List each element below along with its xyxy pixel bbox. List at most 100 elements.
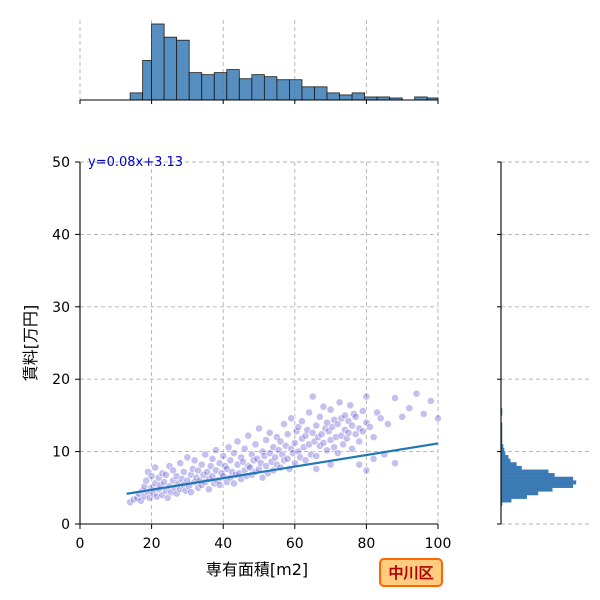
scatter-point — [326, 405, 335, 414]
y-tick-label: 0 — [61, 517, 70, 533]
scatter-point — [276, 437, 285, 446]
scatter-point — [187, 488, 195, 497]
scatter-point — [346, 401, 355, 410]
x-hist-bar — [188, 72, 203, 101]
scatter-point — [142, 476, 151, 485]
x-hist-bar — [289, 79, 303, 101]
scatter-point — [226, 456, 235, 465]
scatter-point — [151, 463, 160, 472]
scatter-point — [212, 446, 220, 455]
scatter-point — [358, 407, 367, 415]
x-hist-bar — [201, 74, 215, 101]
scatter-point — [333, 449, 342, 457]
scatter-point — [224, 443, 233, 452]
x-hist-bar — [163, 36, 178, 101]
scatter-point — [176, 459, 185, 468]
y-hist-bar — [500, 494, 527, 499]
scatter-point — [315, 412, 324, 421]
scatter-point — [301, 456, 310, 465]
x-tick-label: 0 — [76, 536, 85, 552]
scatter-point — [341, 411, 349, 420]
y-hist-bar — [500, 465, 522, 470]
scatter-point — [335, 398, 344, 407]
scatter-point — [391, 394, 399, 402]
scatter-point — [283, 430, 292, 439]
x-hist-bar — [314, 86, 328, 101]
y-hist-bar — [500, 458, 511, 463]
scatter-point — [292, 427, 301, 436]
scatter-point — [419, 410, 428, 418]
x-hist-bar — [226, 69, 240, 101]
y-tick-label: 10 — [52, 445, 70, 461]
scatter-point — [348, 444, 356, 453]
scatter-point — [255, 424, 263, 433]
tick-labels: 0 20 40 60 80 100 0 10 20 30 40 50 — [52, 155, 451, 552]
scatter-point — [230, 479, 238, 488]
scatter-point — [348, 421, 356, 430]
scatter-point — [265, 449, 274, 457]
scatter-point — [219, 452, 228, 460]
scatter-point — [258, 473, 267, 482]
scatter-point — [301, 431, 310, 440]
district-badge: 中川区 — [379, 558, 443, 587]
scatter-point — [362, 392, 371, 401]
scatter-point — [147, 472, 156, 481]
scatter-point — [190, 456, 199, 465]
y-tick-label: 30 — [52, 300, 70, 316]
scatter-point — [179, 467, 188, 476]
scatter-point — [271, 453, 280, 462]
y-hist-bar — [500, 469, 549, 474]
scatter-point — [183, 453, 192, 462]
scatter-point — [238, 457, 247, 466]
regression-line-path — [126, 442, 439, 495]
scatter-point — [426, 397, 435, 405]
scatter-point — [323, 446, 331, 455]
scatter-point — [215, 481, 224, 489]
y-tick-label: 20 — [52, 372, 70, 388]
scatter-point — [319, 402, 328, 411]
district-badge-label: 中川区 — [388, 564, 433, 582]
scatter-point — [244, 431, 253, 440]
y-hist-bar — [500, 480, 577, 485]
y-axis-label: 賃料[万円] — [21, 305, 40, 382]
x-hist-bar — [213, 72, 228, 101]
y-hist-bar — [500, 455, 509, 460]
scatter-point — [162, 470, 170, 479]
x-tick-label: 60 — [286, 536, 304, 552]
x-hist-bar — [276, 79, 290, 101]
scatter-point — [169, 466, 177, 475]
y-hist-bar — [500, 451, 506, 456]
scatter-point — [194, 466, 203, 475]
scatter-point — [333, 420, 342, 428]
scatter-point — [342, 434, 351, 443]
scatter-point — [317, 430, 326, 439]
x-tick-label: 80 — [357, 536, 375, 552]
y-hist-bar — [500, 487, 553, 492]
scatter-point — [265, 428, 274, 437]
scatter-point — [366, 423, 374, 431]
x-hist-bar — [301, 86, 315, 101]
x-hist-bar — [176, 39, 190, 101]
x-hist-bar — [251, 74, 265, 101]
scatter-point — [230, 449, 238, 457]
y-hist-bar — [500, 473, 555, 478]
x-marginal-histogram — [129, 23, 439, 101]
scatter-point — [312, 452, 321, 460]
scatter-point — [208, 454, 217, 463]
y-tick-label: 40 — [52, 227, 70, 243]
scatter-point — [262, 462, 271, 470]
axes — [75, 99, 502, 529]
scatter-point — [308, 392, 317, 401]
scatter-point — [330, 443, 339, 452]
y-hist-bar — [500, 476, 574, 481]
x-hist-bar — [263, 76, 278, 101]
scatter-point — [163, 494, 172, 502]
scatter-point — [373, 408, 382, 417]
x-hist-bar — [151, 23, 165, 101]
scatter-point — [278, 450, 287, 459]
scatter-point — [201, 450, 210, 459]
scatter-point — [298, 417, 306, 426]
scatter-point — [294, 423, 303, 431]
scatter-point — [391, 459, 399, 468]
scatter-point — [287, 414, 296, 423]
